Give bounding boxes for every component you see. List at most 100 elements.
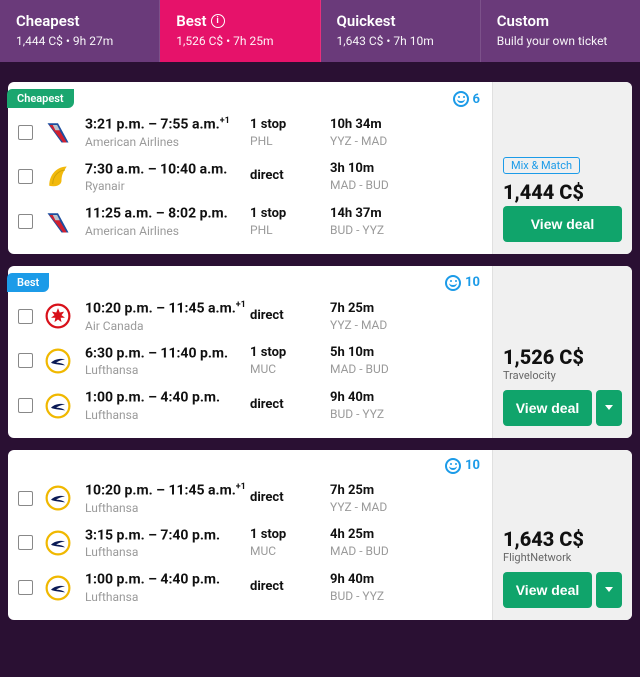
tab-custom[interactable]: Custom Build your own ticket bbox=[481, 0, 640, 62]
flight-leg: 1:00 p.m. – 4:40 p.m. Lufthansa direct 9… bbox=[8, 565, 492, 610]
leg-duration: 5h 10m bbox=[330, 345, 389, 360]
lufthansa-logo bbox=[43, 573, 73, 603]
american-airlines-logo bbox=[43, 117, 73, 147]
flight-card-main: 10 10:20 p.m. – 11:45 a.m.+1 Lufthansa d… bbox=[8, 450, 492, 620]
smile-icon bbox=[453, 91, 469, 107]
leg-airline: Lufthansa bbox=[85, 363, 250, 377]
select-leg-checkbox[interactable] bbox=[18, 214, 33, 229]
leg-route: YYZ - MAD bbox=[330, 500, 387, 514]
select-leg-checkbox[interactable] bbox=[18, 309, 33, 324]
leg-times: 10:20 p.m. – 11:45 a.m.+1 bbox=[85, 482, 250, 499]
provider: FlightNetwork bbox=[503, 551, 622, 564]
view-deal-button[interactable]: View deal bbox=[503, 206, 622, 242]
lufthansa-logo bbox=[43, 483, 73, 513]
chevron-down-icon bbox=[605, 587, 613, 592]
flight-card-main: Cheapest 6 3:21 p.m. – 7:55 a.m.+1 Americ… bbox=[8, 82, 492, 254]
leg-airline: Lufthansa bbox=[85, 408, 250, 422]
leg-duration: 7h 25m bbox=[330, 483, 387, 498]
leg-airline: Lufthansa bbox=[85, 590, 250, 604]
leg-times: 11:25 a.m. – 8:02 p.m. bbox=[85, 205, 250, 222]
tab-title: Quickest bbox=[337, 12, 464, 30]
lufthansa-logo bbox=[43, 391, 73, 421]
ryanair-logo bbox=[43, 162, 73, 192]
leg-airline: Ryanair bbox=[85, 179, 250, 193]
tab-subtitle: Build your own ticket bbox=[497, 34, 624, 48]
flight-leg: 3:21 p.m. – 7:55 a.m.+1 American Airline… bbox=[8, 110, 492, 155]
american-airlines-logo bbox=[43, 207, 73, 237]
leg-stops: direct bbox=[250, 397, 330, 412]
select-leg-checkbox[interactable] bbox=[18, 580, 33, 595]
flight-card-main: Best10 10:20 p.m. – 11:45 a.m.+1 Air Can… bbox=[8, 266, 492, 438]
tab-title: Besti bbox=[176, 12, 303, 30]
leg-stops: direct bbox=[250, 490, 330, 505]
leg-times: 3:15 p.m. – 7:40 p.m. bbox=[85, 527, 250, 544]
sort-tabs: Cheapest1,444 C$ • 9h 27m Besti 1,526 C$ •… bbox=[0, 0, 640, 62]
leg-route: BUD - YYZ bbox=[330, 407, 384, 421]
leg-duration: 14h 37m bbox=[330, 206, 384, 221]
flight-leg: 6:30 p.m. – 11:40 p.m. Lufthansa 1 stop … bbox=[8, 339, 492, 384]
select-leg-checkbox[interactable] bbox=[18, 491, 33, 506]
leg-route: MAD - BUD bbox=[330, 362, 389, 376]
leg-duration: 7h 25m bbox=[330, 301, 387, 316]
flight-leg: 3:15 p.m. – 7:40 p.m. Lufthansa 1 stop M… bbox=[8, 521, 492, 566]
select-leg-checkbox[interactable] bbox=[18, 398, 33, 413]
flight-card-price-panel: 1,643 C$FlightNetwork View deal bbox=[492, 450, 632, 620]
leg-route: MAD - BUD bbox=[330, 544, 389, 558]
deal-options-button[interactable] bbox=[596, 572, 622, 608]
view-deal-button[interactable]: View deal bbox=[503, 572, 592, 608]
tab-subtitle: 1,526 C$ • 7h 25m bbox=[176, 34, 303, 48]
leg-stops: direct bbox=[250, 579, 330, 594]
flight-leg: 11:25 a.m. – 8:02 p.m. American Airlines… bbox=[8, 199, 492, 244]
rating[interactable]: 10 bbox=[445, 458, 480, 474]
flight-card: 10 10:20 p.m. – 11:45 a.m.+1 Lufthansa d… bbox=[8, 450, 632, 620]
flight-leg: 10:20 p.m. – 11:45 a.m.+1 Air Canada dir… bbox=[8, 294, 492, 339]
results-list: Cheapest 6 3:21 p.m. – 7:55 a.m.+1 Americ… bbox=[0, 62, 640, 636]
smile-icon bbox=[445, 275, 461, 291]
leg-route: YYZ - MAD bbox=[330, 318, 387, 332]
leg-airline: Lufthansa bbox=[85, 501, 250, 515]
smile-icon bbox=[445, 458, 461, 474]
leg-airline: American Airlines bbox=[85, 135, 250, 149]
deal-options-button[interactable] bbox=[596, 390, 622, 426]
tab-best[interactable]: Besti 1,526 C$ • 7h 25m bbox=[160, 0, 320, 62]
select-leg-checkbox[interactable] bbox=[18, 125, 33, 140]
leg-times: 10:20 p.m. – 11:45 a.m.+1 bbox=[85, 300, 250, 317]
leg-airline: American Airlines bbox=[85, 224, 250, 238]
flight-leg: 1:00 p.m. – 4:40 p.m. Lufthansa direct 9… bbox=[8, 383, 492, 428]
leg-times: 1:00 p.m. – 4:40 p.m. bbox=[85, 389, 250, 406]
leg-duration: 3h 10m bbox=[330, 161, 389, 176]
leg-duration: 4h 25m bbox=[330, 527, 389, 542]
price: 1,526 C$ bbox=[503, 345, 622, 369]
leg-via: PHL bbox=[250, 134, 330, 148]
mix-match-badge: Mix & Match bbox=[503, 157, 580, 174]
lufthansa-logo bbox=[43, 346, 73, 376]
flight-card: Cheapest 6 3:21 p.m. – 7:55 a.m.+1 Americ… bbox=[8, 82, 632, 254]
flight-card-price-panel: 1,526 C$Travelocity View deal bbox=[492, 266, 632, 438]
leg-route: MAD - BUD bbox=[330, 178, 389, 192]
leg-route: BUD - YYZ bbox=[330, 589, 384, 603]
leg-airline: Lufthansa bbox=[85, 545, 250, 559]
leg-stops: direct bbox=[250, 308, 330, 323]
view-deal-button[interactable]: View deal bbox=[503, 390, 592, 426]
rating[interactable]: 6 bbox=[453, 91, 480, 107]
flight-leg: 10:20 p.m. – 11:45 a.m.+1 Lufthansa dire… bbox=[8, 476, 492, 521]
leg-via: PHL bbox=[250, 223, 330, 237]
leg-times: 1:00 p.m. – 4:40 p.m. bbox=[85, 571, 250, 588]
leg-via: MUC bbox=[250, 544, 330, 558]
select-leg-checkbox[interactable] bbox=[18, 353, 33, 368]
leg-airline: Air Canada bbox=[85, 319, 250, 333]
select-leg-checkbox[interactable] bbox=[18, 169, 33, 184]
tab-cheapest[interactable]: Cheapest1,444 C$ • 9h 27m bbox=[0, 0, 160, 62]
select-leg-checkbox[interactable] bbox=[18, 535, 33, 550]
leg-times: 3:21 p.m. – 7:55 a.m.+1 bbox=[85, 116, 250, 133]
info-icon: i bbox=[211, 14, 225, 28]
leg-route: YYZ - MAD bbox=[330, 134, 387, 148]
tab-quickest[interactable]: Quickest1,643 C$ • 7h 10m bbox=[321, 0, 481, 62]
leg-stops: 1 stop bbox=[250, 206, 330, 221]
rating[interactable]: 10 bbox=[445, 275, 480, 291]
card-badge: Cheapest bbox=[7, 89, 74, 108]
tab-title: Custom bbox=[497, 12, 624, 30]
leg-times: 6:30 p.m. – 11:40 p.m. bbox=[85, 345, 250, 362]
leg-duration: 9h 40m bbox=[330, 390, 384, 405]
lufthansa-logo bbox=[43, 528, 73, 558]
